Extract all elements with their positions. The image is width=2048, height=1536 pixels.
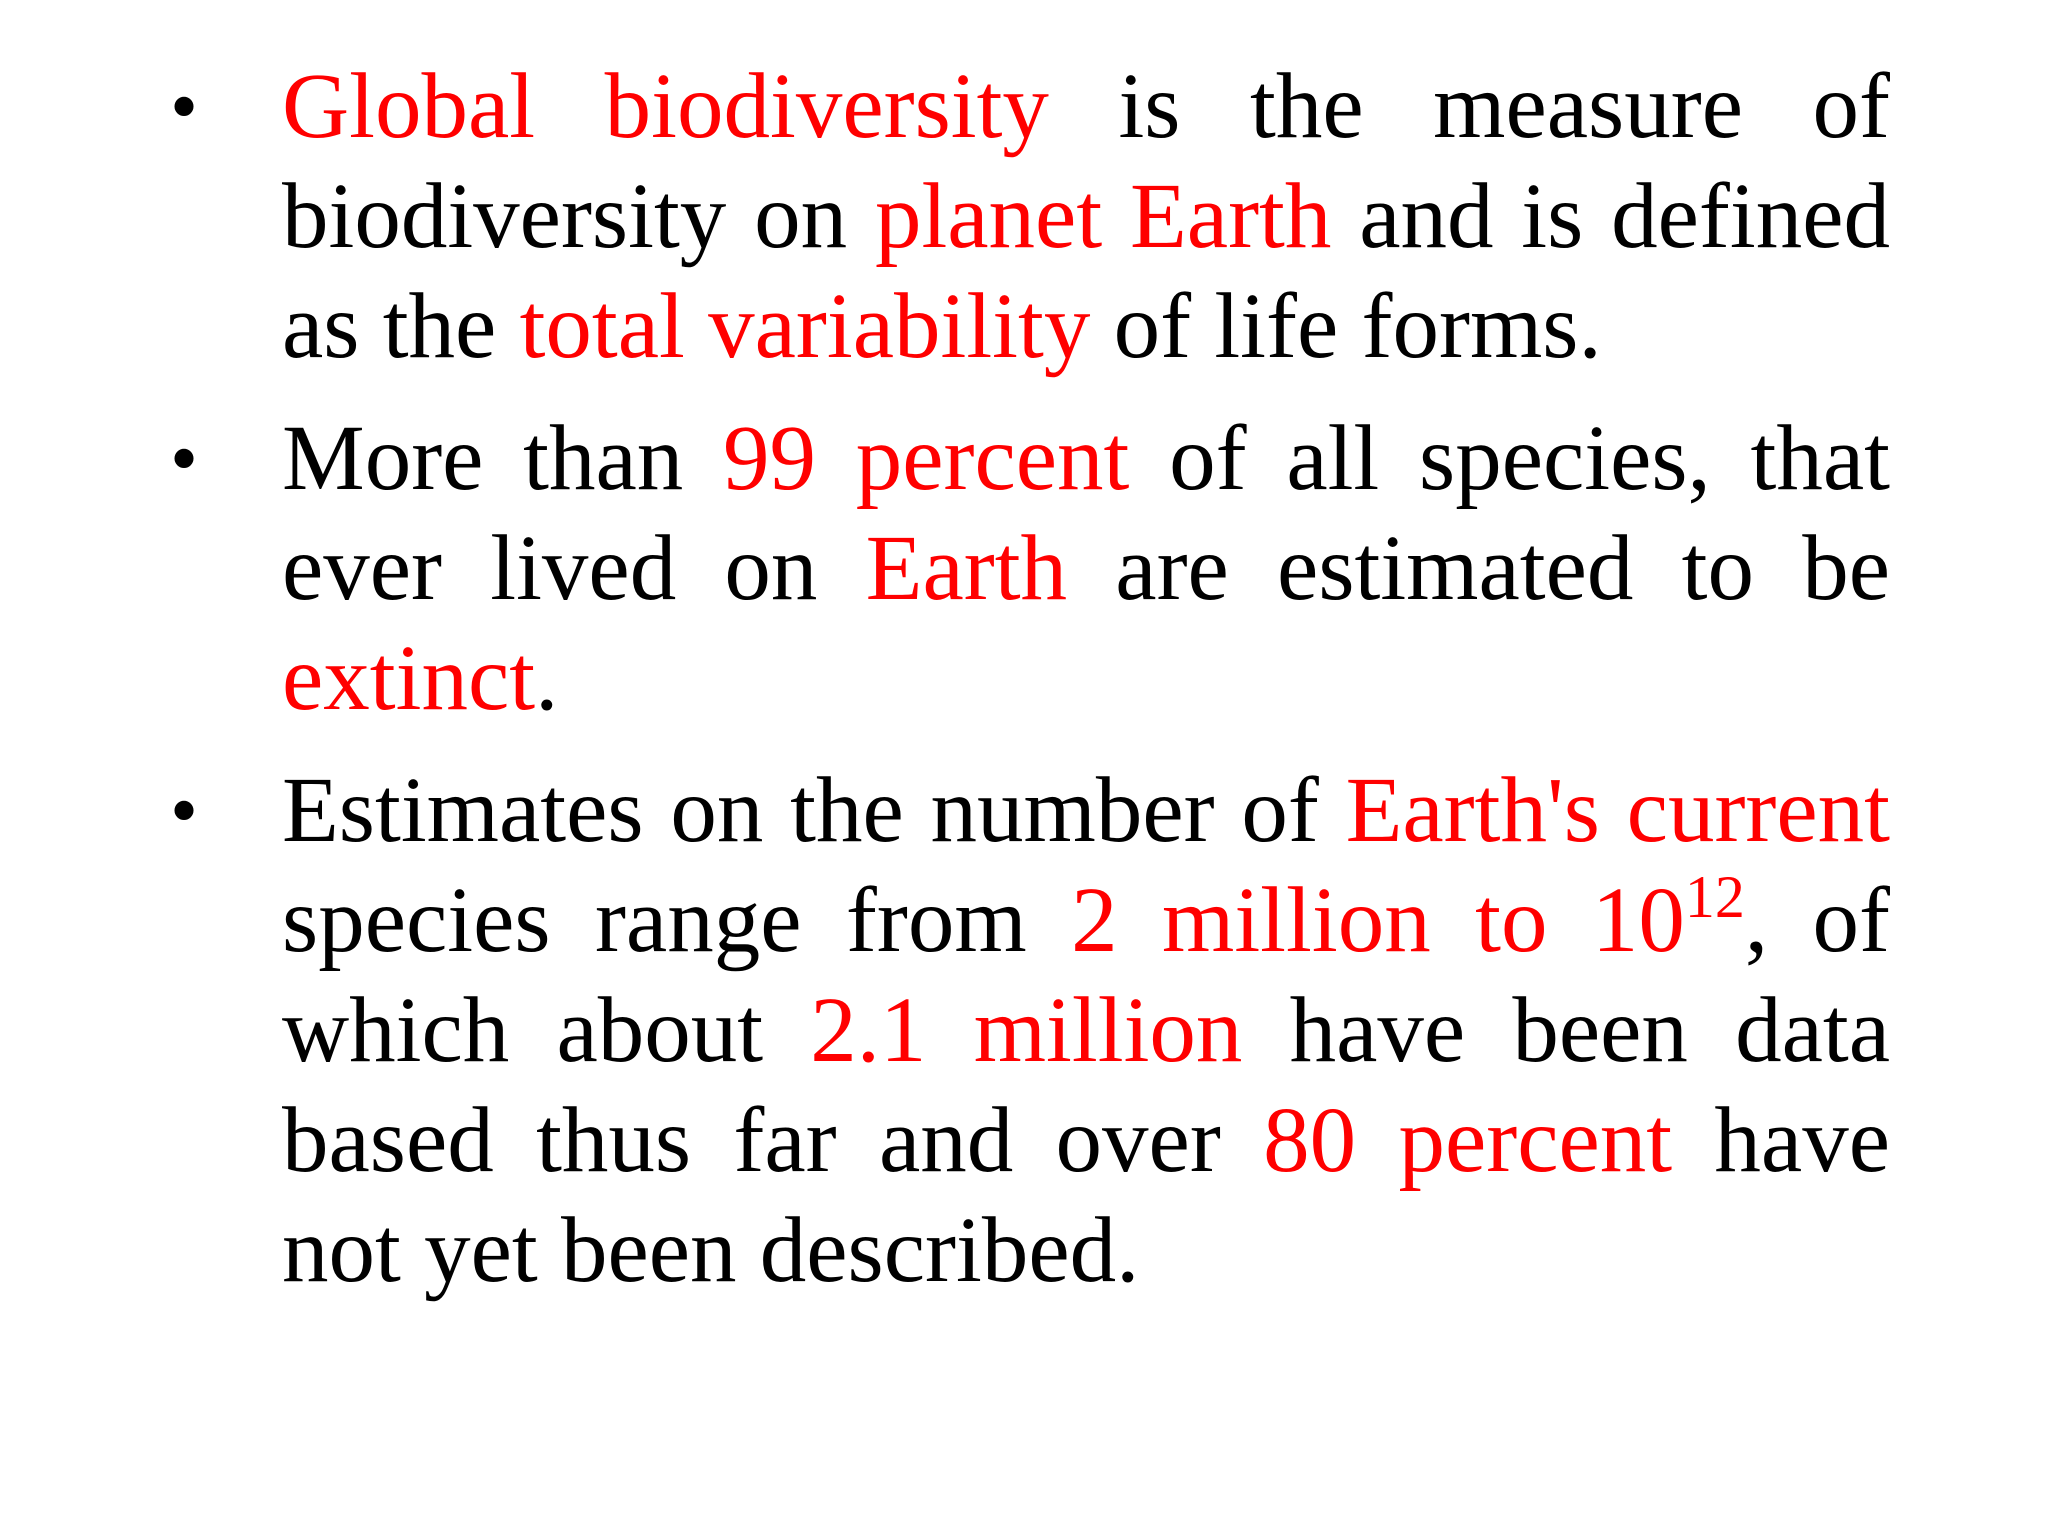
body-text: have been data based thus far and over [282, 979, 1890, 1192]
body-text: are estimated to be [1067, 517, 1890, 620]
highlight-text: 80 percent [1263, 1089, 1673, 1192]
body-text: Estimates on the number of [282, 759, 1346, 862]
body-text: . [535, 627, 559, 730]
body-text: is the measure of biodiversity on [282, 55, 1890, 268]
body-text: of all species, that ever lived on [282, 407, 1890, 620]
body-text: More than [282, 407, 724, 510]
highlight-text: Global biodiversity [282, 55, 1049, 158]
highlight-text: 99 percent [723, 407, 1130, 510]
bullet-marker: • [170, 63, 199, 151]
highlight-text: extinct [282, 627, 536, 730]
body-text: , of which about [282, 869, 1890, 1082]
body-text: have not yet been described. [282, 1089, 1890, 1302]
highlight-text: 2 million to 10 [1071, 869, 1685, 972]
highlight-text: total variability [519, 275, 1091, 378]
body-text: of life forms. [1090, 275, 1602, 378]
highlight-text: planet Earth [874, 165, 1332, 268]
body-text: species range from [282, 869, 1072, 972]
highlight-text: Earth [865, 517, 1068, 620]
bullet-list: • Global biodiversity is the measure of … [170, 52, 1890, 1328]
bullet-marker: • [170, 767, 199, 855]
superscript-exponent: 12 [1684, 864, 1745, 930]
bullet-marker: • [170, 415, 199, 503]
highlight-text: 2.1 million [810, 979, 1243, 1082]
body-text: and is defined as the [282, 165, 1891, 378]
highlight-text: Earth's current [1345, 759, 1890, 862]
bullet-item-extinct-species: • More than 99 percent of all species, t… [170, 404, 1890, 734]
bullet-item-global-biodiversity: • Global biodiversity is the measure of … [170, 52, 1890, 382]
bullet-item-species-estimates: • Estimates on the number of Earth's cur… [170, 756, 1890, 1306]
